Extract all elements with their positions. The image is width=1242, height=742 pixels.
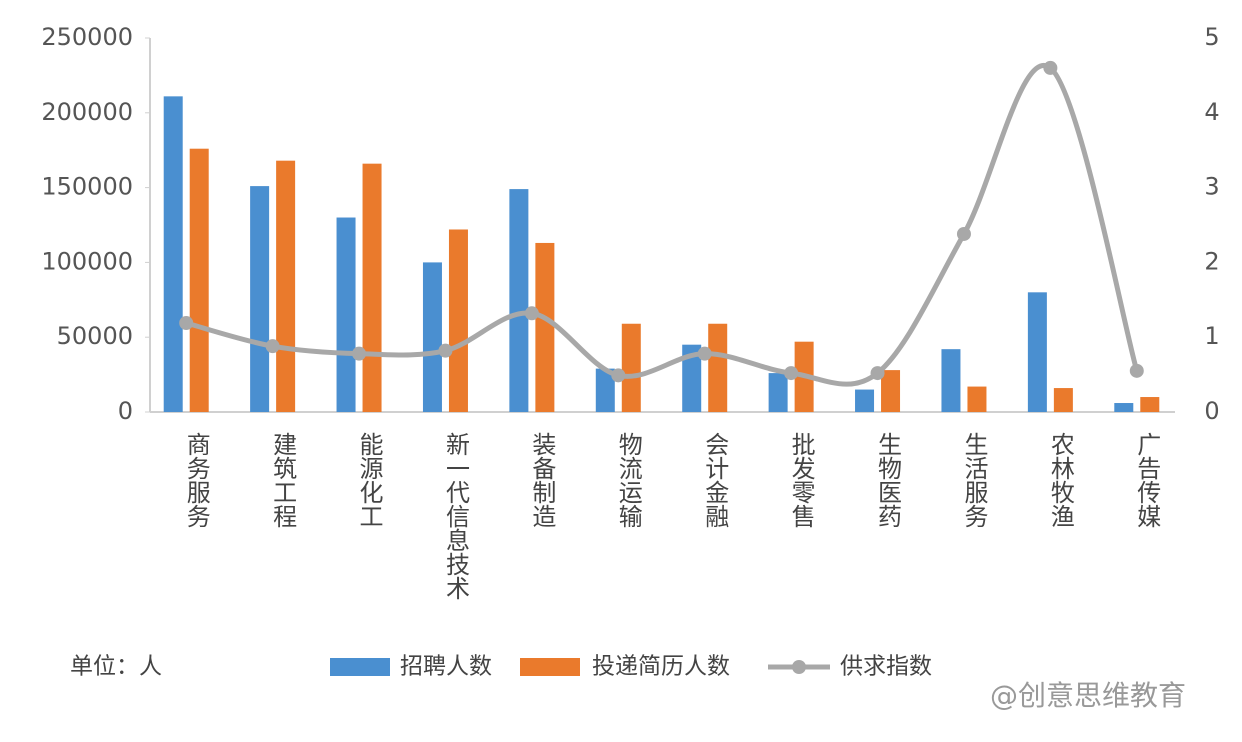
line-point bbox=[438, 343, 453, 358]
x-tick-label: 能源化工 bbox=[355, 432, 383, 528]
bar bbox=[276, 160, 296, 412]
x-tick-label: 生活服务 bbox=[960, 432, 988, 528]
unit-label: 单位：人 bbox=[70, 654, 162, 680]
y2-tick-label: 5 bbox=[1204, 23, 1219, 51]
bar bbox=[509, 189, 529, 412]
bar bbox=[595, 368, 615, 412]
y-tick-label: 50000 bbox=[57, 322, 133, 350]
y-tick-label: 100000 bbox=[41, 247, 133, 275]
line bbox=[185, 63, 1140, 387]
y-tick-label: 0 bbox=[118, 397, 133, 425]
x-tick-label: 批发零售 bbox=[787, 432, 815, 528]
bar bbox=[336, 217, 356, 412]
legend-label: 投递简历人数 bbox=[592, 654, 730, 680]
line-point bbox=[1043, 60, 1058, 75]
bar bbox=[855, 389, 875, 412]
line-point bbox=[265, 339, 280, 354]
line-point bbox=[524, 306, 539, 321]
bar bbox=[189, 148, 209, 413]
bar bbox=[1027, 292, 1047, 412]
x-tick-label: 会计金融 bbox=[701, 432, 729, 528]
y2-tick-label: 0 bbox=[1204, 397, 1219, 425]
x-tick-label: 建筑工程 bbox=[269, 432, 297, 528]
line-point bbox=[611, 368, 626, 383]
bar bbox=[362, 163, 382, 412]
legend-swatch bbox=[330, 658, 390, 676]
bar bbox=[1114, 403, 1134, 412]
line-point bbox=[784, 366, 799, 381]
y-tick-label: 200000 bbox=[41, 98, 133, 126]
bar bbox=[708, 323, 728, 412]
x-tick-label: 装备制造 bbox=[528, 432, 556, 528]
x-tick-label: 生物医药 bbox=[874, 432, 902, 528]
bar bbox=[682, 344, 702, 412]
y2-tick-label: 2 bbox=[1204, 247, 1219, 275]
x-tick-label: 商务服务 bbox=[182, 432, 210, 528]
bar bbox=[422, 262, 442, 412]
y-tick-label: 250000 bbox=[41, 23, 133, 51]
y-tick-label: 150000 bbox=[41, 173, 133, 201]
bar bbox=[448, 229, 468, 412]
legend-label: 供求指数 bbox=[840, 654, 932, 680]
line-point bbox=[697, 346, 712, 361]
y2-tick-label: 4 bbox=[1204, 98, 1219, 126]
line-point bbox=[352, 346, 367, 361]
bar bbox=[1140, 397, 1160, 412]
line-point bbox=[956, 226, 971, 241]
x-tick-label: 新一代信息技术 bbox=[441, 432, 469, 600]
x-tick-label: 物流运输 bbox=[614, 432, 642, 528]
line-point bbox=[179, 315, 194, 330]
x-tick-label: 农林牧渔 bbox=[1046, 432, 1074, 528]
bar bbox=[163, 96, 183, 413]
legend-swatch bbox=[792, 660, 806, 674]
bar bbox=[941, 349, 961, 412]
legend-swatch bbox=[520, 658, 580, 676]
y2-tick-label: 3 bbox=[1204, 173, 1219, 201]
line-point bbox=[1129, 363, 1144, 378]
bar bbox=[967, 386, 987, 412]
line-point bbox=[870, 366, 885, 381]
legend-label: 招聘人数 bbox=[400, 654, 492, 680]
bar bbox=[535, 242, 555, 412]
bar bbox=[250, 186, 270, 412]
bar bbox=[1053, 388, 1073, 412]
bar bbox=[881, 370, 901, 412]
y2-tick-label: 1 bbox=[1204, 322, 1219, 350]
bar bbox=[768, 373, 788, 412]
bar bbox=[621, 323, 641, 412]
x-tick-label: 广告传媒 bbox=[1133, 432, 1161, 528]
watermark: @创意思维教育 bbox=[990, 679, 1186, 712]
